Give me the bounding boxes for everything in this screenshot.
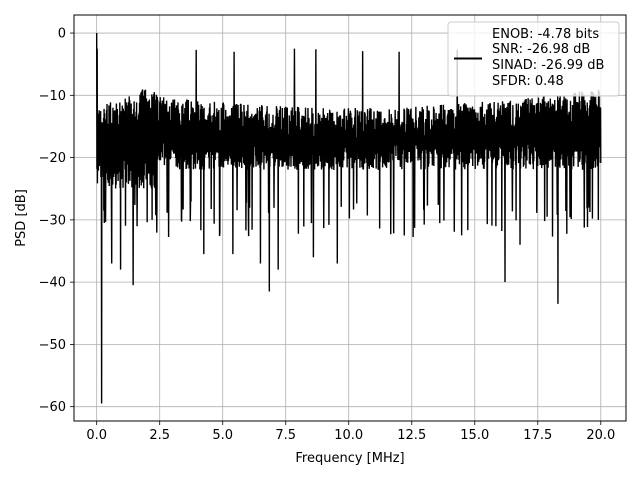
x-tick-label: 10.0 xyxy=(334,428,363,443)
x-axis-label: Frequency [MHz] xyxy=(295,451,404,466)
x-tick-label: 5.0 xyxy=(212,428,233,443)
x-tick-label: 2.5 xyxy=(149,428,170,443)
plot-frame xyxy=(73,14,627,422)
y-tick-label: 0 xyxy=(58,27,66,42)
legend-entry-snr: SNR: -26.98 dB xyxy=(492,42,590,57)
y-axis-ticks: 0 −10 −20 −30 −40 −50 −60 xyxy=(39,27,74,415)
y-tick-label: −60 xyxy=(39,400,66,415)
x-tick-label: 12.5 xyxy=(397,428,426,443)
legend-box xyxy=(447,21,620,97)
y-tick-label: −40 xyxy=(39,276,66,291)
y-tick-label: −20 xyxy=(39,151,66,166)
series-group xyxy=(95,33,602,404)
y-tick-label: −10 xyxy=(39,89,66,104)
x-tick-label: 7.5 xyxy=(275,428,296,443)
y-tick-label: −30 xyxy=(39,213,66,228)
legend-entry-enob: ENOB: -4.78 bits xyxy=(492,27,599,42)
legend: ENOB: -4.78 bits SNR: -26.98 dB SINAD: -… xyxy=(447,21,620,97)
x-tick-label: 0.0 xyxy=(86,428,107,443)
y-axis-label: PSD [dB] xyxy=(14,189,29,247)
y-tick-label: −50 xyxy=(39,338,66,353)
x-tick-label: 17.5 xyxy=(523,428,552,443)
x-axis-ticks: 0.0 2.5 5.0 7.5 10.0 12.5 15.0 17.5 20.0 xyxy=(86,421,615,443)
legend-entry-sinad: SINAD: -26.99 dB xyxy=(492,58,604,73)
legend-entry-sfdr: SFDR: 0.48 xyxy=(492,74,564,89)
x-tick-label: 20.0 xyxy=(586,428,615,443)
psd-series-line xyxy=(95,33,602,404)
x-tick-label: 15.0 xyxy=(460,428,489,443)
